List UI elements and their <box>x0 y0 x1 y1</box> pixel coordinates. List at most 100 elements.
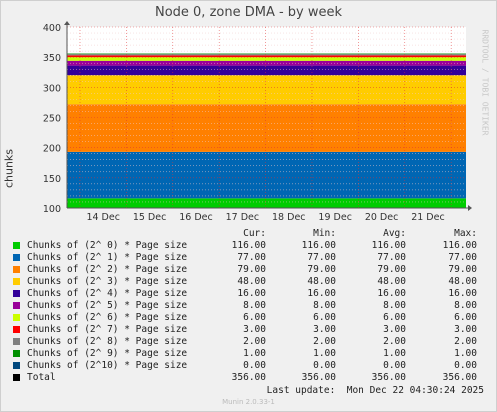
legend-value-avg: 3.00 <box>383 324 406 335</box>
x-tick-label: 17 Dec <box>226 212 260 223</box>
legend-series-name: Chunks of (2^ 9) * Page size <box>27 348 188 359</box>
legend-row: Chunks of (2^ 9) * Page size 1.00 1.00 1.00… <box>0 348 497 360</box>
area-series-5 <box>67 60 466 66</box>
legend-value-cur: 0.00 <box>243 360 266 371</box>
legend-value-avg: 0.00 <box>383 360 406 371</box>
legend-swatch <box>13 338 20 345</box>
legend-value-max: 1.00 <box>454 348 477 359</box>
legend-swatch <box>13 266 20 273</box>
legend-value-avg: 79.00 <box>377 264 406 275</box>
legend-value-cur: 48.00 <box>237 276 266 287</box>
legend-series-name: Chunks of (2^ 3) * Page size <box>27 276 188 287</box>
legend-value-max: 116.00 <box>442 240 477 251</box>
legend-value-avg: 6.00 <box>383 312 406 323</box>
legend-swatch <box>13 350 20 357</box>
x-tick-label: 14 Dec <box>86 212 120 223</box>
y-tick-label: 400 <box>43 23 61 34</box>
area-series-7 <box>67 55 466 58</box>
legend-value-avg: 77.00 <box>377 252 406 263</box>
legend-value-min: 2.00 <box>313 336 336 347</box>
legend-value-cur: 116.00 <box>231 240 266 251</box>
y-tick-label: 300 <box>43 83 61 94</box>
x-tick-label: 15 Dec <box>133 212 167 223</box>
y-axis-arrow <box>64 21 70 25</box>
legend-row: Chunks of (2^ 4) * Page size 16.00 16.00 16… <box>0 288 497 300</box>
y-tick-label: 250 <box>43 114 61 125</box>
y-tick-label: 150 <box>43 174 61 185</box>
legend-value-max: 6.00 <box>454 312 477 323</box>
area-series-6 <box>67 57 466 61</box>
legend-value-cur: 79.00 <box>237 264 266 275</box>
legend-value-cur: 6.00 <box>243 312 266 323</box>
legend-value-max: 16.00 <box>448 288 477 299</box>
legend-row: Total 356.00 356.00 356.00 356.00 <box>0 372 497 384</box>
y-tick-label: 200 <box>43 144 61 155</box>
legend-value-min: 3.00 <box>313 324 336 335</box>
chart-plot: 100 150 200 250 300 350 400 14 Dec 15 Dec 16 Dec 1… <box>43 21 472 223</box>
y-tick-label: 100 <box>43 204 61 215</box>
legend-header-cur: Cur: <box>243 228 266 239</box>
legend-value-avg: 1.00 <box>383 348 406 359</box>
legend-swatch <box>13 242 20 249</box>
x-tick-label: 21 Dec <box>411 212 445 223</box>
legend-header-max: Max: <box>454 228 477 239</box>
legend-swatch <box>13 326 20 333</box>
legend-value-max: 2.00 <box>454 336 477 347</box>
legend-series-name: Total <box>27 372 56 383</box>
legend-row: Chunks of (2^ 5) * Page size 8.00 8.00 8.00… <box>0 300 497 312</box>
legend-row: Chunks of (2^ 2) * Page size 79.00 79.00 79… <box>0 264 497 276</box>
legend-value-max: 8.00 <box>454 300 477 311</box>
legend-value-min: 16.00 <box>307 288 336 299</box>
legend-header-row: Cur: Min: Avg: Max: <box>0 228 497 240</box>
y-tick-label: 350 <box>43 53 61 64</box>
legend-value-max: 77.00 <box>448 252 477 263</box>
legend-value-min: 0.00 <box>313 360 336 371</box>
legend-series-name: Chunks of (2^10) * Page size <box>27 360 188 371</box>
legend-value-avg: 16.00 <box>377 288 406 299</box>
legend-swatch <box>13 314 20 321</box>
legend-series-name: Chunks of (2^ 6) * Page size <box>27 312 188 323</box>
legend-row: Chunks of (2^ 7) * Page size 3.00 3.00 3.00… <box>0 324 497 336</box>
x-tick-label: 20 Dec <box>365 212 399 223</box>
legend-value-avg: 8.00 <box>383 300 406 311</box>
area-series-2 <box>67 104 466 152</box>
legend-row: Chunks of (2^ 8) * Page size 2.00 2.00 2.00… <box>0 336 497 348</box>
x-tick-label: 19 Dec <box>318 212 352 223</box>
legend-value-cur: 8.00 <box>243 300 266 311</box>
legend-value-cur: 2.00 <box>243 336 266 347</box>
legend-value-min: 77.00 <box>307 252 336 263</box>
area-series-4 <box>67 65 466 76</box>
legend-series-name: Chunks of (2^ 5) * Page size <box>27 300 188 311</box>
legend-value-cur: 77.00 <box>237 252 266 263</box>
area-series-0 <box>67 198 466 208</box>
legend-value-min: 116.00 <box>301 240 336 251</box>
legend-series-name: Chunks of (2^ 4) * Page size <box>27 288 188 299</box>
legend-value-cur: 3.00 <box>243 324 266 335</box>
legend-series-name: Chunks of (2^ 2) * Page size <box>27 264 188 275</box>
legend-value-cur: 356.00 <box>231 372 266 383</box>
legend-value-avg: 48.00 <box>377 276 406 287</box>
x-tick-label: 16 Dec <box>179 212 213 223</box>
area-series-9 <box>67 53 466 55</box>
legend-value-max: 356.00 <box>442 372 477 383</box>
legend-swatch <box>13 374 20 381</box>
legend-value-max: 3.00 <box>454 324 477 335</box>
legend-value-min: 79.00 <box>307 264 336 275</box>
chart-title: Node 0, zone DMA - by week <box>154 5 343 20</box>
legend-row: Chunks of (2^ 0) * Page size 116.00 116.00… <box>0 240 497 252</box>
legend-value-min: 356.00 <box>301 372 336 383</box>
legend-series-name: Chunks of (2^ 0) * Page size <box>27 240 188 251</box>
legend-swatch <box>13 290 20 297</box>
last-update: Last update: Mon Dec 22 04:30:24 2025 <box>266 385 484 396</box>
x-axis-arrow <box>468 205 472 211</box>
legend-value-min: 6.00 <box>313 312 336 323</box>
legend-swatch <box>13 278 20 285</box>
legend-value-min: 1.00 <box>313 348 336 359</box>
munin-version: Munin 2.0.33-1 <box>222 398 275 406</box>
x-tick-label: 18 Dec <box>272 212 306 223</box>
legend-value-avg: 2.00 <box>383 336 406 347</box>
legend-series-name: Chunks of (2^ 1) * Page size <box>27 252 188 263</box>
legend-row: Chunks of (2^ 6) * Page size 6.00 6.00 6.00… <box>0 312 497 324</box>
legend-value-cur: 16.00 <box>237 288 266 299</box>
